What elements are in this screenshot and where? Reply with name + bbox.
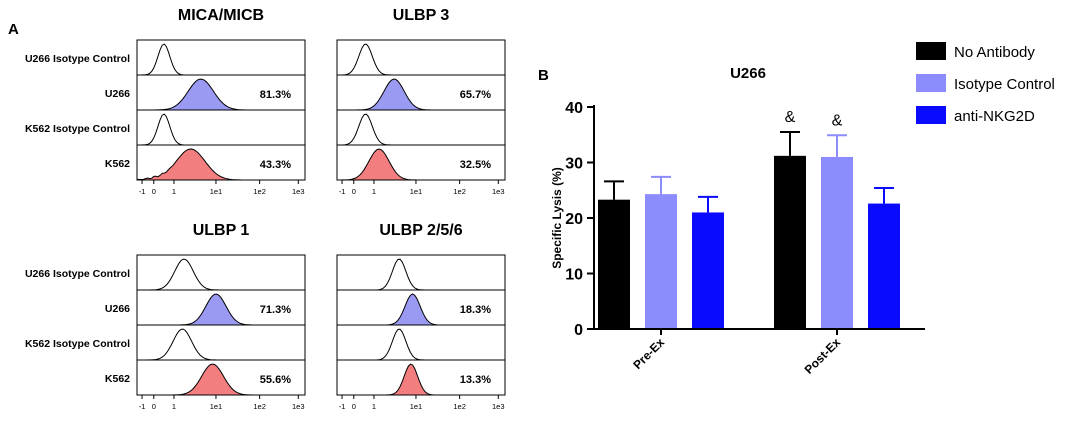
x-tick-label: -1 — [139, 402, 146, 411]
legend-label: anti-NKG2D — [954, 108, 1035, 125]
percent-label: 71.3% — [260, 304, 291, 316]
panel-a-label: A — [8, 21, 19, 38]
legend-label: Isotype Control — [954, 76, 1055, 93]
panel-b-label: B — [538, 67, 549, 84]
histogram-curve — [337, 113, 505, 146]
histogram-curve — [137, 113, 305, 146]
histogram-row-frame — [136, 254, 306, 291]
legend-swatch — [916, 74, 946, 92]
legend-swatch — [916, 42, 946, 60]
y-tick-label: 0 — [574, 322, 583, 339]
x-tick-label: 1e3 — [492, 402, 505, 411]
histogram-curve — [137, 328, 305, 361]
x-tick-label: 1 — [172, 187, 176, 196]
histogram-row-frame — [136, 359, 306, 396]
bar-chart: U266 Specific Lysis (%) & & 0 10 20 30 40 Pre-Ex P… — [550, 42, 1055, 377]
histogram-row-frame — [136, 144, 306, 181]
row-label: U266 — [105, 88, 130, 100]
row-label: U266 Isotype Control — [25, 53, 130, 65]
percent-label: 65.7% — [460, 89, 491, 101]
bar — [598, 199, 630, 329]
histogram-row-frame — [136, 324, 306, 361]
bar — [821, 156, 853, 329]
x-tick-label: 1 — [372, 402, 376, 411]
histogram-curve — [337, 328, 505, 361]
histogram-panel: ULBP 3 65.7% 32.5% -1 0 1 1e1 1e2 1e3 — [336, 7, 506, 196]
histogram-curve — [137, 43, 305, 76]
histogram-panel: MICA/MICB U266 Isotype Control 81.3% U266 K5… — [25, 7, 306, 196]
y-tick-label: 20 — [565, 211, 583, 228]
y-tick-label: 30 — [565, 156, 583, 173]
x-tick-label: 1e1 — [210, 402, 223, 411]
percent-label: 18.3% — [460, 304, 491, 316]
x-tick-label: 1e1 — [210, 187, 223, 196]
histogram-curve — [137, 258, 305, 291]
histogram-title: ULBP 3 — [393, 7, 450, 24]
x-tick-label: 1e2 — [453, 187, 466, 196]
x-tick-label: Post-Ex — [802, 335, 844, 377]
percent-label: 43.3% — [260, 159, 291, 171]
x-tick-label: 0 — [152, 187, 156, 196]
histogram-title: ULBP 1 — [193, 222, 250, 239]
histogram-panel: ULBP 1 U266 Isotype Control 71.3% U266 K562 … — [25, 222, 306, 411]
x-tick-label: 1e3 — [292, 402, 305, 411]
x-tick-label: 0 — [152, 402, 156, 411]
x-tick-label: Pre-Ex — [630, 335, 667, 372]
chart-title: U266 — [730, 65, 766, 82]
histogram-row-frame — [336, 359, 506, 396]
bar — [645, 194, 677, 329]
histogram-curve — [337, 258, 505, 291]
bar — [774, 155, 806, 329]
histogram-row-frame — [336, 144, 506, 181]
row-label: K562 — [105, 158, 130, 170]
y-tick-label: 10 — [565, 267, 583, 284]
bar — [692, 212, 724, 329]
row-label: K562 Isotype Control — [25, 338, 130, 350]
x-tick-label: 1e3 — [492, 187, 505, 196]
percent-label: 13.3% — [460, 374, 491, 386]
x-tick-label: 0 — [352, 187, 356, 196]
row-label: K562 Isotype Control — [25, 123, 130, 135]
x-tick-label: 1 — [372, 187, 376, 196]
histogram-curve — [337, 43, 505, 76]
histogram-title: MICA/MICB — [178, 7, 264, 24]
x-tick-label: 1 — [172, 402, 176, 411]
histogram-row-frame — [336, 39, 506, 76]
bar — [868, 203, 900, 329]
x-tick-label: 1e1 — [410, 187, 423, 196]
legend-swatch — [916, 106, 946, 124]
legend-label: No Antibody — [954, 44, 1035, 61]
histogram-panels: MICA/MICB U266 Isotype Control 81.3% U266 K5… — [25, 7, 506, 411]
significance-mark: & — [832, 112, 843, 129]
percent-label: 55.6% — [260, 374, 291, 386]
histogram-title: ULBP 2/5/6 — [379, 222, 462, 239]
y-axis-label: Specific Lysis (%) — [550, 167, 564, 269]
x-tick-label: 1e2 — [453, 402, 466, 411]
percent-label: 32.5% — [460, 159, 491, 171]
x-tick-label: 1e3 — [292, 187, 305, 196]
significance-mark: & — [785, 109, 796, 126]
percent-label: 81.3% — [260, 89, 291, 101]
row-label: U266 Isotype Control — [25, 268, 130, 280]
row-label: K562 — [105, 373, 130, 385]
x-tick-label: 1e1 — [410, 402, 423, 411]
x-tick-label: 1e2 — [253, 402, 266, 411]
x-tick-label: -1 — [139, 187, 146, 196]
histogram-row-frame — [336, 109, 506, 146]
y-tick-label: 40 — [565, 100, 583, 117]
x-tick-label: -1 — [339, 402, 346, 411]
x-tick-label: 1e2 — [253, 187, 266, 196]
histogram-row-frame — [336, 254, 506, 291]
x-tick-label: 0 — [352, 402, 356, 411]
row-label: U266 — [105, 303, 130, 315]
histogram-panel: ULBP 2/5/6 18.3% 13.3% -1 0 1 1e1 1e2 1e3 — [336, 222, 506, 411]
x-tick-label: -1 — [339, 187, 346, 196]
histogram-row-frame — [336, 324, 506, 361]
